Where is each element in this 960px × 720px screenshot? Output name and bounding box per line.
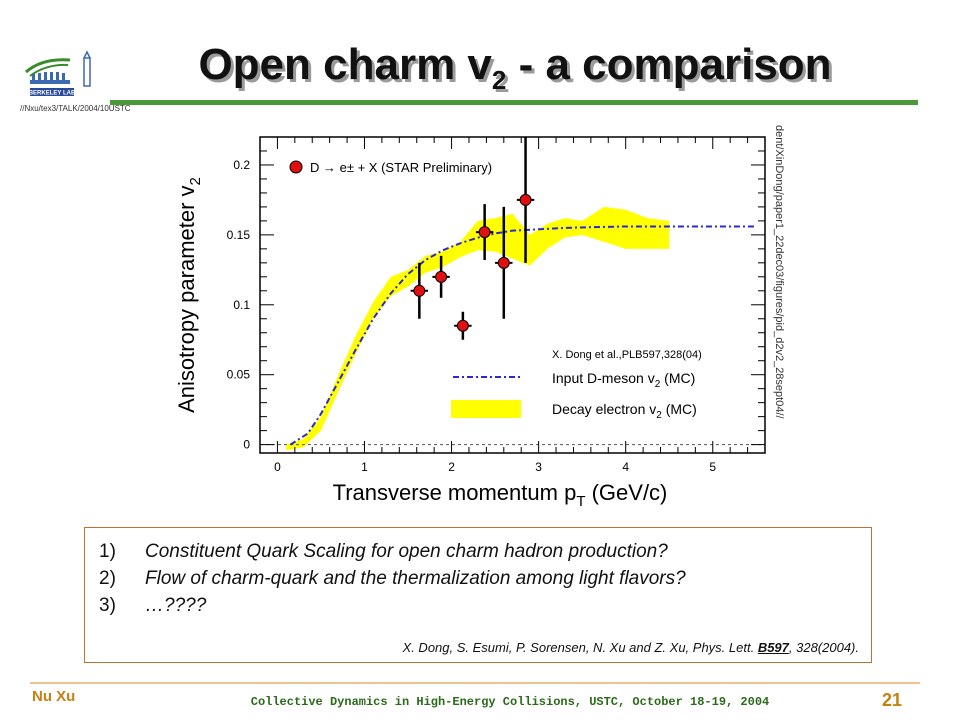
y-tick-label: 0.05 [227,368,251,382]
data-points-layer [410,137,535,340]
reference-citation: X. Dong, S. Esumi, P. Sorensen, N. Xu an… [402,640,859,655]
list-item: 2) Flow of charm-quark and the thermaliza… [99,565,686,592]
decay-electron-band [286,206,670,451]
list-number: 3) [99,595,116,616]
side-path-note: dent/XinDong/paper1_22dec03/figures/pid_… [773,125,785,420]
data-point [475,204,494,261]
point-marker [497,256,510,269]
point-marker [478,226,491,239]
data-point [516,137,535,263]
x-tick-label: 3 [535,460,542,474]
legend-point-marker [289,160,303,174]
x-tick-label: 4 [622,460,629,474]
data-point [454,311,472,340]
footer-author: Nu Xu [32,688,76,705]
legend-band-sample [451,400,521,418]
page-title: Open charm v2 - a comparison Open charm … [150,40,880,98]
list-text: Flow of charm-quark and the thermalizati… [145,568,686,589]
title-rest: - a comparison [506,40,832,89]
v2-comparison-chart: 0 1 2 3 4 5 0 0.05 0.1 0.15 0.2 D → e± + X (STAR P… [174,125,785,510]
list-text: …???? [145,595,207,616]
notes-box: 1) Constituent Quark Scaling for open cha… [84,527,872,663]
decay-band-layer [286,206,670,451]
x-tick-label: 5 [709,460,716,474]
list-number: 2) [99,568,116,589]
notes-list: 1) Constituent Quark Scaling for open cha… [99,538,686,619]
x-axis-label: Transverse momentum pT (GeV/c) [333,480,668,510]
title-subscript: 2 [491,64,507,95]
data-point [495,206,513,319]
page-number: 21 [882,690,903,710]
point-marker [435,270,448,283]
legend-band-label: Decay electron v2 (MC) [552,401,697,421]
legend-points-label: D → e± + X (STAR Preliminary) [310,160,492,175]
input-d-meson-curve [289,225,757,446]
ticks-layer: 0 1 2 3 4 5 0 0.05 0.1 0.15 0.2 [227,137,765,474]
y-tick-label: 0.15 [227,228,251,242]
y-tick-label: 0 [243,438,250,452]
x-tick-label: 2 [448,460,455,474]
x-tick-label: 0 [274,460,281,474]
title-main: Open charm v [198,40,492,89]
reference-label: X. Dong et al.,PLB597,328(04) [552,349,702,361]
data-point [432,255,450,298]
point-marker [519,193,532,206]
logo-text: BERKELEY LAB [29,91,76,97]
footer-text: Collective Dynamics in High-Energy Colli… [250,695,770,709]
berkeley-lab-logo: BERKELEY LAB [22,50,102,108]
x-tick-label: 1 [361,460,368,474]
list-text: Constituent Quark Scaling for open charm… [145,541,668,562]
footer-rule [30,682,920,684]
path-note: //Nxu/tex3/TALK/2004/10USTC [20,104,131,113]
legend-line-label: Input D-meson v2 (MC) [552,370,695,390]
y-tick-label: 0.1 [233,298,250,312]
reference-volume-link[interactable]: B597 [757,640,789,655]
title-shadow: Open charm v2 - a comparison [201,43,835,98]
point-marker [413,284,426,297]
list-item: 3) …???? [99,592,686,619]
list-number: 1) [99,541,116,562]
data-point [410,262,429,319]
list-item: 1) Constituent Quark Scaling for open cha… [99,538,686,565]
y-tick-label: 0.2 [233,158,250,172]
point-marker [456,319,469,332]
y-axis-label: Anisotropy parameter v2 [174,177,204,413]
title-underline [110,100,918,105]
